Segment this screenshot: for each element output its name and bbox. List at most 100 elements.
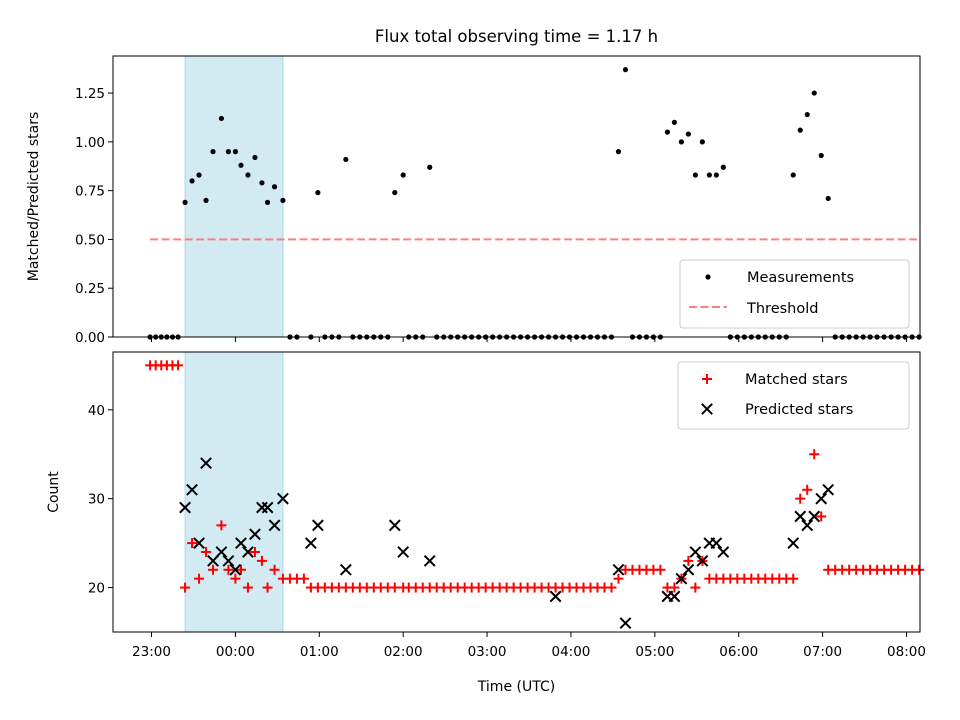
predicted-star-point bbox=[200, 457, 212, 470]
cross-b bbox=[710, 537, 723, 550]
measurement-point bbox=[622, 67, 629, 73]
matched-star-point bbox=[613, 573, 624, 584]
matched-star-point bbox=[173, 360, 184, 371]
matched-star-point bbox=[669, 582, 680, 593]
measurement-point bbox=[232, 149, 238, 155]
measurement-point bbox=[210, 149, 216, 155]
matched-star-point bbox=[201, 547, 212, 557]
measurement-point bbox=[259, 180, 265, 186]
cross-b bbox=[229, 563, 242, 576]
cross-b bbox=[249, 528, 261, 541]
predicted-star-point bbox=[235, 537, 247, 550]
measurement-point bbox=[818, 152, 824, 159]
legend-cross bbox=[701, 403, 713, 415]
matched-star-point bbox=[816, 511, 827, 522]
matched-star-point bbox=[187, 538, 198, 549]
matched-star-point bbox=[269, 564, 280, 575]
highlight-span bbox=[184, 55, 284, 338]
measurement-point bbox=[678, 139, 684, 145]
predicted-star-point bbox=[277, 492, 289, 505]
measurement-point bbox=[203, 197, 209, 204]
x-axis-label: Time (UTC) bbox=[477, 679, 555, 695]
y-tick-label: 0.00 bbox=[75, 330, 105, 346]
x-tick-label: 07:00 bbox=[803, 644, 842, 660]
legend-marker-measurements bbox=[705, 274, 711, 280]
cross-b bbox=[787, 537, 800, 550]
measurement-point bbox=[252, 154, 258, 161]
matched-star-point bbox=[208, 564, 219, 575]
y-axis-label: Matched/Predicted stars bbox=[26, 112, 42, 282]
predicted-star-point bbox=[815, 492, 828, 505]
predicted-star-point bbox=[668, 590, 681, 603]
plot-frame bbox=[112, 55, 921, 338]
cross-b bbox=[200, 457, 212, 470]
predicted-star-point bbox=[397, 546, 410, 558]
matched-star-point bbox=[180, 582, 191, 593]
predicted-star-point bbox=[717, 546, 730, 558]
predicted-star-point bbox=[242, 546, 254, 558]
cross-b bbox=[675, 572, 688, 585]
y-tick-label: 40 bbox=[88, 403, 105, 419]
cross-b bbox=[549, 590, 562, 603]
measurement-point bbox=[245, 172, 251, 178]
cross-b bbox=[261, 501, 274, 514]
measurement-point bbox=[685, 131, 691, 137]
measurement-point bbox=[811, 90, 817, 96]
cross-b bbox=[179, 501, 191, 514]
x-tick-label: 05:00 bbox=[635, 644, 674, 660]
cross-b bbox=[268, 519, 281, 532]
measurement-point bbox=[271, 184, 278, 190]
measurement-point bbox=[706, 172, 712, 178]
legend: Matched stars Predicted stars bbox=[677, 361, 910, 430]
cross-b bbox=[689, 546, 702, 558]
predicted-star-point bbox=[249, 528, 261, 541]
matched-star-point bbox=[194, 573, 205, 584]
x-tick-label: 08:00 bbox=[887, 644, 926, 660]
legend: Measurements Threshold bbox=[679, 259, 910, 329]
predicted-star-point bbox=[222, 554, 235, 567]
cross-b bbox=[717, 546, 730, 558]
predicted-star-point bbox=[794, 510, 807, 523]
legend-marker-matched bbox=[702, 374, 712, 384]
predicted-star-point bbox=[689, 546, 702, 558]
predicted-stars-points bbox=[179, 457, 835, 630]
matched-stars-points bbox=[145, 360, 925, 593]
measurement-point bbox=[797, 127, 803, 133]
y-tick-label: 1.25 bbox=[75, 86, 105, 102]
y-tick-label: 0.75 bbox=[75, 184, 105, 200]
cross-b bbox=[701, 403, 713, 415]
legend-label-threshold: Threshold bbox=[746, 301, 818, 317]
x-tick-label: 03:00 bbox=[468, 644, 507, 660]
plot-frame bbox=[112, 351, 921, 633]
cross-b bbox=[311, 519, 324, 532]
predicted-star-point bbox=[612, 563, 625, 576]
cross-b bbox=[222, 554, 235, 567]
cross-b bbox=[612, 563, 625, 576]
predicted-star-point bbox=[193, 537, 205, 550]
cross-b bbox=[423, 554, 436, 567]
predicted-star-point bbox=[339, 563, 352, 576]
cross-b bbox=[668, 590, 681, 603]
measurement-point bbox=[825, 195, 831, 202]
cross-b bbox=[794, 510, 807, 523]
y-tick-label: 20 bbox=[88, 581, 105, 597]
cross-b bbox=[304, 537, 317, 550]
x-tick-label: 01:00 bbox=[300, 644, 339, 660]
predicted-star-point bbox=[822, 483, 835, 496]
matched-star-point bbox=[690, 582, 701, 593]
measurement-point bbox=[699, 139, 705, 145]
y-tick-label: 30 bbox=[88, 492, 105, 508]
x-tick-label: 00:00 bbox=[216, 644, 255, 660]
cross-b bbox=[801, 519, 814, 532]
x-ticks: 23:00 00:00 01:00 02:00 03:00 04:00 05:00 06:00… bbox=[132, 632, 926, 660]
predicted-star-point bbox=[801, 519, 814, 532]
x-tick-label: 04:00 bbox=[551, 644, 590, 660]
measurement-point bbox=[343, 156, 349, 163]
matched-star-point bbox=[606, 582, 617, 593]
cross-b bbox=[815, 492, 828, 505]
x-tick-label: 06:00 bbox=[719, 644, 758, 660]
predicted-star-point bbox=[808, 510, 821, 523]
measurement-point bbox=[280, 197, 286, 204]
predicted-star-point bbox=[388, 519, 401, 532]
